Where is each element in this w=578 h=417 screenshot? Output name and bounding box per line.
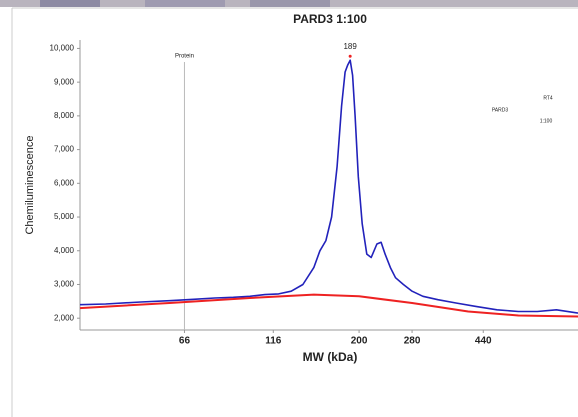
y-tick-label: 4,000: [54, 246, 75, 255]
y-tick-label: 2,000: [54, 313, 75, 322]
annotation: Protein: [175, 54, 194, 60]
y-tick-label: 3,000: [54, 280, 75, 289]
x-tick-label: 440: [475, 336, 492, 347]
chart-title: PARD3 1:100: [293, 12, 367, 26]
x-tick-label: 116: [265, 336, 282, 347]
data-line: [79, 293, 578, 318]
image-thumb: [145, 0, 225, 7]
x-axis-label: MW (kDa): [303, 350, 358, 364]
y-axis-label: Chemiluminescence: [24, 135, 36, 234]
y-tick-label: 9,000: [54, 77, 75, 86]
y-tick-label: 10,000: [50, 44, 75, 53]
legend-text: PARD3: [492, 107, 509, 113]
x-tick-label: 280: [404, 336, 421, 347]
image-thumb: [250, 0, 330, 7]
annotation: 189: [343, 42, 357, 51]
y-tick-label: 6,000: [54, 178, 75, 187]
image-thumb: [40, 0, 100, 7]
data-line: [79, 59, 578, 314]
peak-marker: [348, 54, 352, 58]
legend-text: RT4: [543, 95, 553, 101]
y-tick-label: 5,000: [54, 212, 75, 221]
y-tick-label: 8,000: [54, 111, 75, 120]
legend-text: 1:100: [540, 118, 553, 124]
x-tick-label: 200: [351, 336, 368, 347]
x-tick-label: 66: [179, 336, 191, 347]
y-tick-label: 7,000: [54, 145, 75, 154]
